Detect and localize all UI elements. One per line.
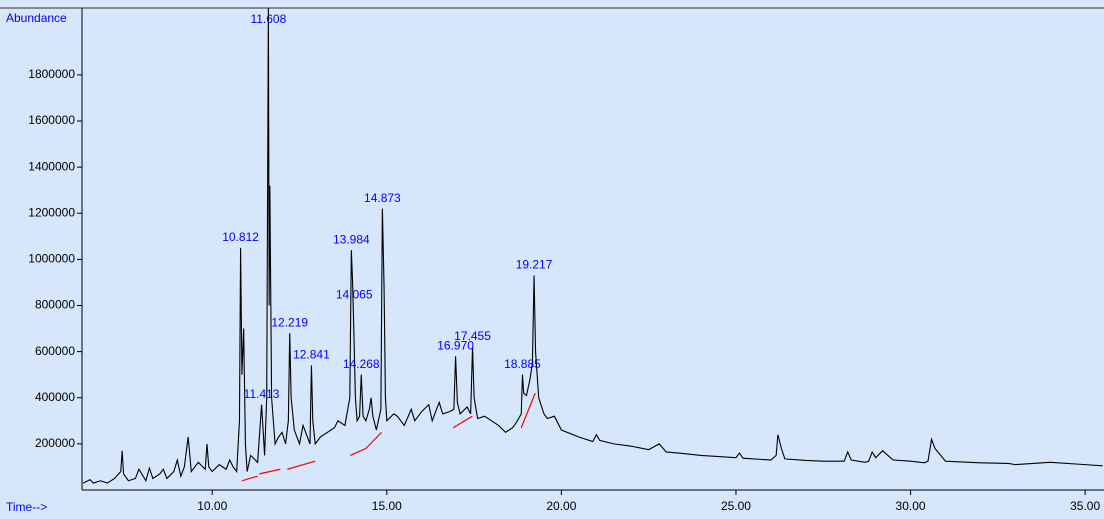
peak-label: 17.455: [454, 329, 491, 343]
trace: [82, 7, 1103, 484]
y-tick-label: 1800000: [28, 67, 75, 81]
peak-label: 11.413: [244, 387, 280, 401]
y-tick-label: 800000: [35, 298, 75, 312]
x-tick-label: 15.00: [372, 499, 402, 513]
x-tick-label: 10.00: [197, 499, 227, 513]
x-tick-label: 30.00: [896, 499, 926, 513]
integration-baseline: [349, 447, 367, 456]
peak-label: 14.873: [364, 191, 401, 205]
x-tick-label: 20.00: [546, 499, 576, 513]
peak-label: 14.268: [343, 357, 380, 371]
y-tick-label: 400000: [35, 390, 75, 404]
peak-label: 14.065: [336, 288, 373, 302]
peak-label: 18.885: [504, 357, 541, 371]
peak-label: 10.812: [222, 230, 259, 244]
y-axis-label: Abundance: [6, 11, 67, 25]
y-tick-label: 1200000: [28, 205, 75, 219]
y-tick-label: 200000: [35, 436, 75, 450]
integration-baseline: [259, 468, 281, 475]
integration-baseline: [241, 475, 258, 482]
integration-baseline: [365, 431, 383, 449]
y-tick-label: 600000: [35, 344, 75, 358]
x-axis-label: Time-->: [6, 500, 47, 514]
peak-label: 16.970: [437, 338, 474, 352]
y-tick-label: 1000000: [28, 252, 75, 266]
peak-label: 12.219: [271, 315, 308, 329]
peak-label: 19.217: [516, 258, 553, 272]
x-tick-label: 25.00: [721, 499, 751, 513]
peak-label: 13.984: [333, 232, 370, 246]
integration-baseline: [520, 392, 536, 428]
integration-baseline: [452, 415, 473, 429]
peak-label: 11.608: [250, 12, 286, 26]
peak-label: 12.841: [293, 348, 330, 362]
y-tick-label: 1600000: [28, 113, 75, 127]
integration-baseline: [287, 460, 316, 470]
y-tick-label: 1400000: [28, 159, 75, 173]
x-tick-label: 35.00: [1070, 499, 1100, 513]
